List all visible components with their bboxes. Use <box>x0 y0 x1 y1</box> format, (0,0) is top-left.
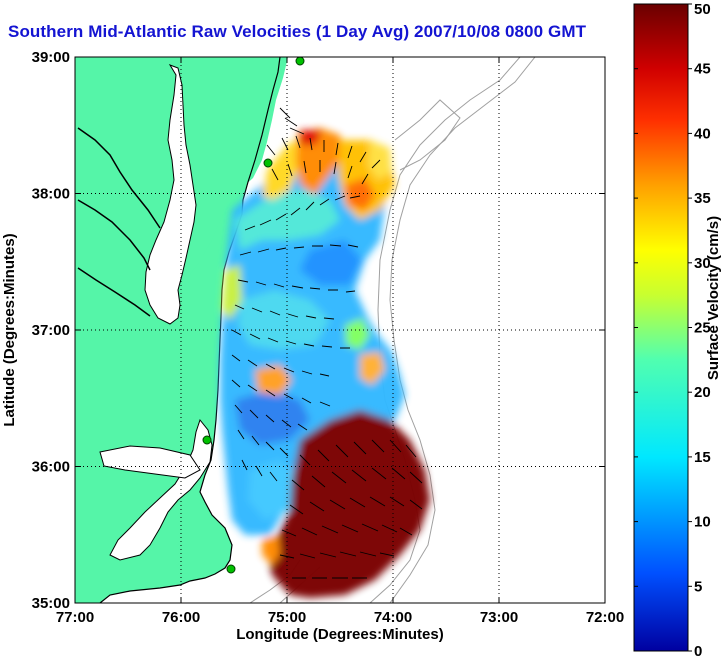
colorbar-tick-label: 15 <box>694 449 711 466</box>
x-tick-label: 75:00 <box>268 609 306 626</box>
x-tick-label: 76:00 <box>162 609 200 626</box>
colorbar-tick-label: 30 <box>694 255 711 272</box>
colorbar-tick-label: 10 <box>694 514 711 531</box>
chart-title: Southern Mid-Atlantic Raw Velocities (1 … <box>8 22 587 41</box>
y-tick-label: 35:00 <box>32 595 70 612</box>
estuary-james <box>77 267 151 317</box>
colorbar-tick-label: 40 <box>694 125 711 142</box>
coast-line <box>99 57 281 603</box>
x-ticks: 77:00 76:00 75:00 74:00 73:00 72:00 <box>56 57 624 626</box>
colorbar-tick-label: 45 <box>694 61 711 78</box>
land-delmarva <box>172 57 288 300</box>
x-tick-label: 73:00 <box>480 609 518 626</box>
velocity-arrows <box>231 107 423 579</box>
x-tick-label: 72:00 <box>586 609 624 626</box>
colorbar-tick-label: 20 <box>694 384 711 401</box>
velocity-field <box>220 128 430 598</box>
y-axis-label: Latitude (Degrees:Minutes) <box>1 233 18 426</box>
x-axis-label: Longitude (Degrees:Minutes) <box>236 626 444 643</box>
colorbar-tick-label: 35 <box>694 190 711 207</box>
colorbar-tick-label: 50 <box>694 1 711 18</box>
colorbar-tick-label: 0 <box>694 643 702 659</box>
albemarle-sound <box>99 445 201 479</box>
colorbar-label: Surface Velocity (cm/s) <box>705 216 722 380</box>
x-tick-label: 74:00 <box>374 609 412 626</box>
colorbar <box>633 3 689 652</box>
y-tick-label: 37:00 <box>32 322 70 339</box>
colorbar-ticks: 0 5 10 15 20 25 30 35 40 45 50 <box>634 1 711 659</box>
estuary-potomac <box>77 127 161 229</box>
y-tick-label: 36:00 <box>32 459 70 476</box>
estuary-rappahannock <box>77 199 151 271</box>
grid-lines <box>75 57 605 603</box>
colorbar-tick-label: 5 <box>694 578 702 595</box>
y-ticks: 39:00 38:00 37:00 36:00 35:00 <box>32 49 605 612</box>
y-tick-label: 38:00 <box>32 186 70 203</box>
chesapeake-bay <box>144 64 197 325</box>
radar-stations <box>202 57 305 574</box>
colorbar-tick-label: 25 <box>694 320 711 337</box>
x-tick-label: 77:00 <box>56 609 94 626</box>
y-tick-label: 39:00 <box>32 49 70 66</box>
